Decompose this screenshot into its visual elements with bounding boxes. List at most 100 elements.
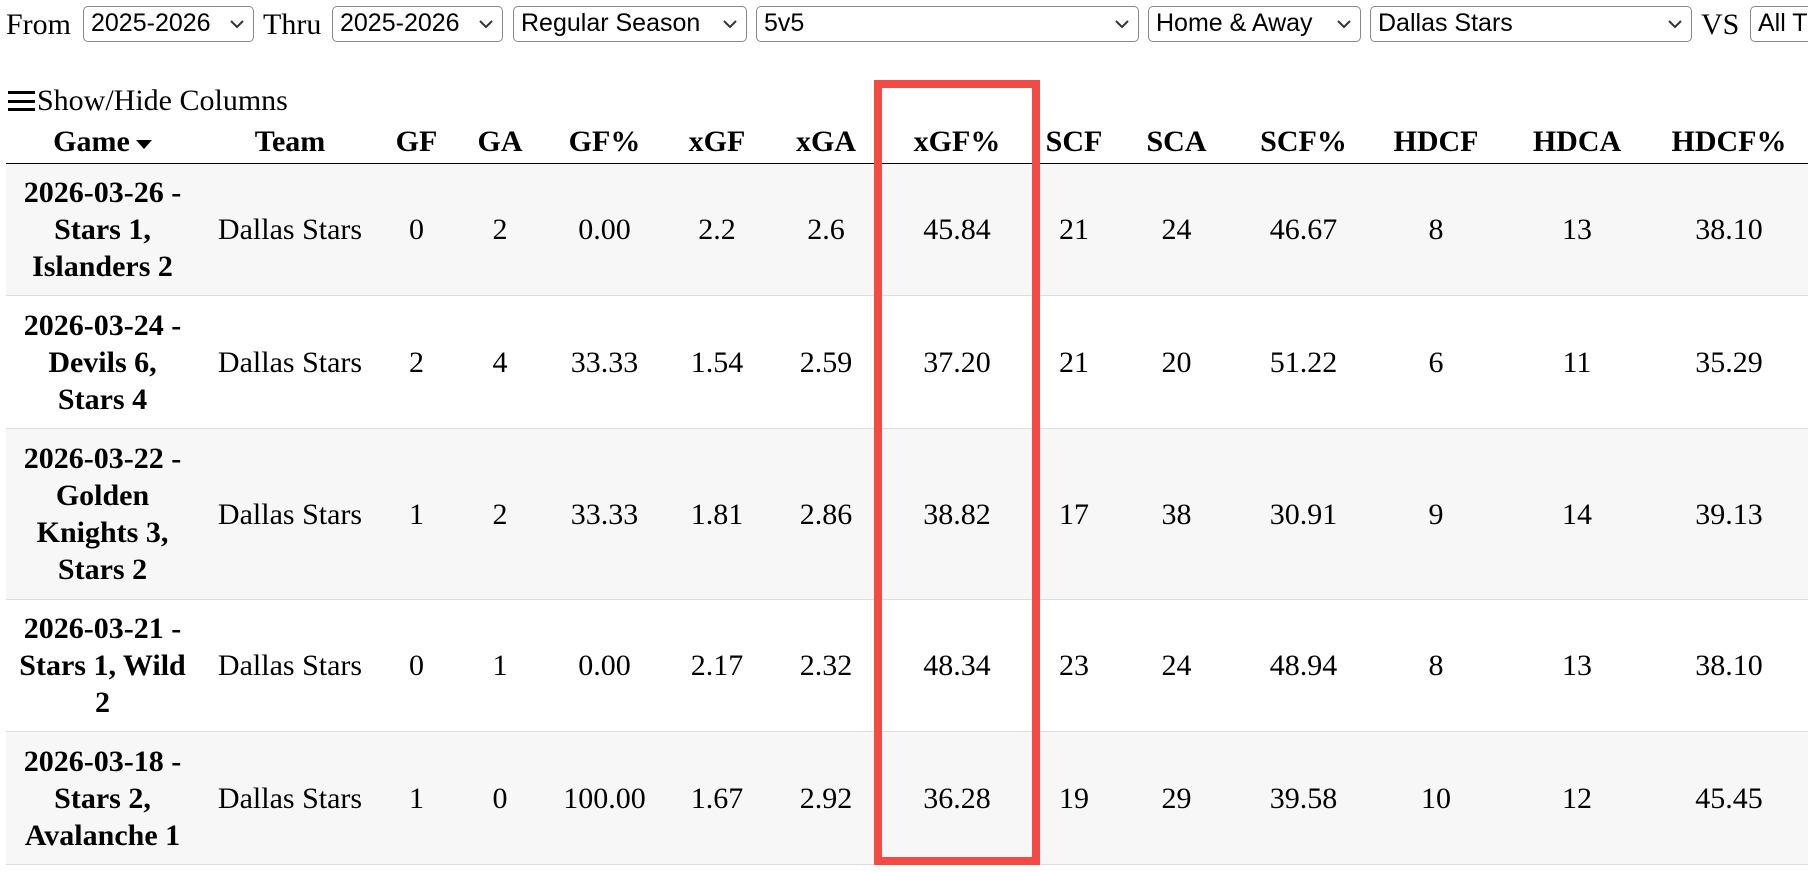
vs-label: VS: [1701, 8, 1740, 41]
table-cell: 100.00: [548, 731, 661, 865]
opponent-select[interactable]: All T: [1750, 6, 1808, 42]
column-header[interactable]: GF%: [548, 121, 661, 164]
from-select[interactable]: 2025-2026: [83, 6, 254, 42]
column-toggle[interactable]: Show/Hide Columns: [8, 84, 288, 118]
chevron: [230, 20, 244, 29]
table-cell: 2.2: [661, 163, 773, 296]
table-cell: 46.67: [1240, 163, 1367, 296]
table-cell: 0: [381, 163, 452, 296]
column-header[interactable]: Game: [6, 121, 199, 164]
table-cell: 2.6: [773, 163, 879, 296]
table-cell: 2: [452, 428, 548, 600]
table-cell: Dallas Stars: [199, 599, 381, 732]
column-label: xGF%: [913, 125, 1001, 158]
table-cell: 0.00: [548, 599, 661, 732]
table-cell: 24: [1113, 599, 1240, 732]
chevron: [1115, 20, 1129, 29]
table-cell: 38.10: [1649, 599, 1808, 732]
table-cell: 38.82: [879, 428, 1035, 600]
table-cell: 1.81: [661, 428, 773, 600]
table-row: 2026-03-21 - Stars 1, Wild 2 Dallas Stars…: [6, 599, 1808, 732]
table-cell: 0.00: [548, 163, 661, 296]
column-header[interactable]: SCF%: [1240, 121, 1367, 164]
column-header[interactable]: GA: [452, 121, 548, 164]
table-cell: 48.94: [1240, 599, 1367, 732]
table-cell: 51.22: [1240, 295, 1367, 429]
column-label: HDCA: [1532, 125, 1622, 158]
table-cell: 1: [381, 731, 452, 865]
table-cell: 2.32: [773, 599, 879, 732]
table-cell: 6: [1367, 295, 1505, 429]
table-cell: 33.33: [548, 295, 661, 429]
table-cell: 0: [452, 731, 548, 865]
season-type-select[interactable]: Regular Season: [513, 6, 747, 42]
table-row: 2026-03-18 - Stars 2, Avalanche 1 Dallas …: [6, 731, 1808, 865]
table-cell: 14: [1505, 428, 1649, 600]
column-header[interactable]: HDCF: [1367, 121, 1505, 164]
table-cell: 21: [1035, 295, 1113, 429]
table-cell: 17: [1035, 428, 1113, 600]
column-label: Team: [254, 125, 326, 158]
table-cell: 1: [381, 428, 452, 600]
thru-select[interactable]: 2025-2026: [332, 6, 503, 42]
column-label: Game: [53, 125, 130, 158]
column-header[interactable]: xGF: [661, 121, 773, 164]
column-header[interactable]: SCA: [1113, 121, 1240, 164]
table-cell: 1.54: [661, 295, 773, 429]
column-label: GF%: [568, 125, 641, 158]
table-cell: 1.67: [661, 731, 773, 865]
menu-icon: [8, 91, 35, 111]
column-header[interactable]: xGF%: [879, 121, 1035, 164]
column-header[interactable]: xGA: [773, 121, 879, 164]
from-label: From: [6, 8, 72, 41]
column-header[interactable]: HDCF%: [1649, 121, 1808, 164]
column-header[interactable]: GF: [381, 121, 452, 164]
table-cell: 2: [452, 163, 548, 296]
table-cell: 45.45: [1649, 731, 1808, 865]
game-cell: 2026-03-21 - Stars 1, Wild 2: [6, 599, 199, 732]
table-cell: 39.13: [1649, 428, 1808, 600]
stats-table: Game Team GF GA GF% xGF xGA xGF% SCF SCA SCF% HDCF H…: [6, 121, 1808, 865]
game-cell: 2026-03-24 - Devils 6, Stars 4: [6, 295, 199, 429]
table-cell: 19: [1035, 731, 1113, 865]
table-cell: 21: [1035, 163, 1113, 296]
table-cell: 29: [1113, 731, 1240, 865]
table-cell: 2.92: [773, 731, 879, 865]
table-cell: 2.17: [661, 599, 773, 732]
strength-value: 5v5: [764, 9, 805, 37]
table-cell: Dallas Stars: [199, 428, 381, 600]
toggle-label: Show/Hide Columns: [37, 84, 288, 117]
table-cell: 4: [452, 295, 548, 429]
table-row: 2026-03-24 - Devils 6, Stars 4 Dallas Sta…: [6, 295, 1808, 429]
thru-value: 2025-2026: [340, 9, 460, 37]
table-cell: Dallas Stars: [199, 163, 381, 296]
column-header[interactable]: Team: [199, 121, 381, 164]
venue-select[interactable]: Home & Away: [1148, 6, 1361, 42]
table-cell: 13: [1505, 163, 1649, 296]
column-label: SCF: [1045, 125, 1103, 158]
column-header[interactable]: HDCA: [1505, 121, 1649, 164]
chevron: [1668, 20, 1682, 29]
team-select[interactable]: Dallas Stars: [1370, 6, 1692, 42]
game-cell: 2026-03-22 - Golden Knights 3, Stars 2: [6, 428, 199, 600]
table-cell: 30.91: [1240, 428, 1367, 600]
game-cell: 2026-03-26 - Stars 1, Islanders 2: [6, 163, 199, 296]
chevron: [479, 20, 493, 29]
header-row: Game Team GF GA GF% xGF xGA xGF% SCF SCA SCF% HDCF H…: [6, 121, 1808, 164]
table-cell: 2: [381, 295, 452, 429]
column-label: GA: [477, 125, 523, 158]
table-cell: Dallas Stars: [199, 295, 381, 429]
chevron: [723, 20, 737, 29]
opponent-value: All T: [1758, 9, 1808, 37]
column-label: HDCF: [1393, 125, 1479, 158]
team-value: Dallas Stars: [1378, 9, 1513, 37]
from-value: 2025-2026: [91, 9, 211, 37]
column-header[interactable]: SCF: [1035, 121, 1113, 164]
column-label: HDCF%: [1671, 125, 1787, 158]
table-cell: 2.59: [773, 295, 879, 429]
table-cell: 36.28: [879, 731, 1035, 865]
column-label: xGA: [796, 125, 856, 158]
table-cell: 38: [1113, 428, 1240, 600]
strength-select[interactable]: 5v5: [756, 6, 1139, 42]
